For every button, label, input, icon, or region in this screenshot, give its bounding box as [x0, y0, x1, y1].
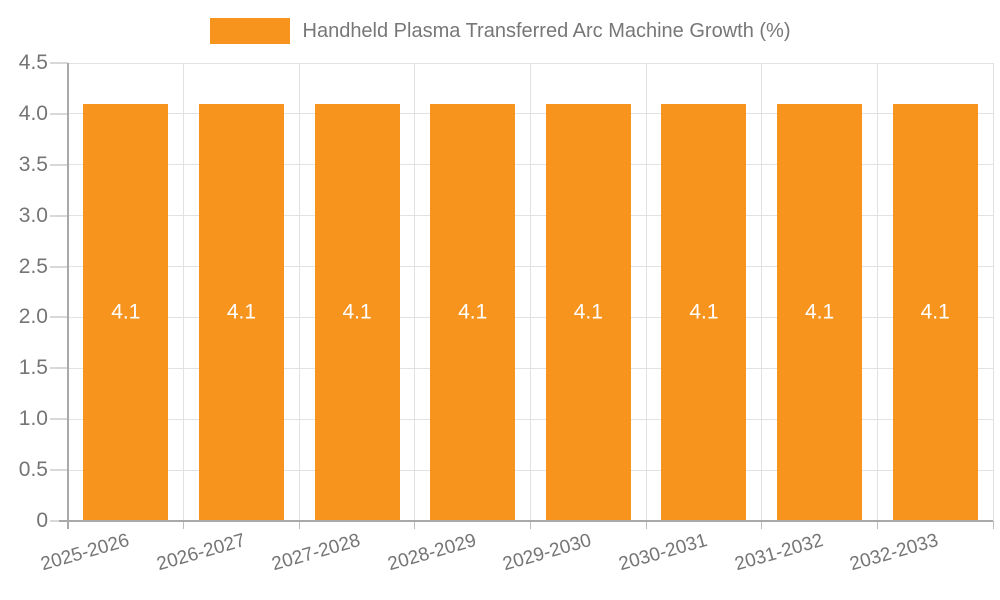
x-tick-label: 2029-2030	[500, 530, 595, 576]
y-axis-tick	[50, 214, 68, 217]
bar-value-label: 4.1	[342, 300, 372, 324]
bar: 4.1	[661, 103, 747, 521]
y-axis-tick	[50, 316, 68, 319]
y-tick-label: 1.5	[18, 356, 48, 380]
y-axis-tick	[50, 163, 68, 166]
x-tick-label: 2026-2027	[154, 530, 248, 576]
x-axis-tick	[761, 521, 763, 529]
x-axis-labels: 2025-2026 2026-2027 2027-2028 2028-2029 2029…	[38, 521, 993, 600]
plot-area: 4.1 4.1 4.1 4.1 4.1 4.1 4.1 4.1	[50, 62, 994, 529]
x-axis-tick	[992, 521, 994, 529]
y-axis-tick	[50, 367, 68, 370]
x-tick-label: 2025-2026	[38, 530, 132, 576]
x-tick-label: 2028-2029	[385, 530, 479, 576]
legend-swatch	[209, 18, 290, 44]
vertical-gridline	[761, 63, 763, 521]
vertical-gridline	[298, 63, 300, 521]
bar-value-label: 4.1	[226, 300, 257, 324]
x-tick-label: 2032-2033	[847, 530, 941, 576]
bar-value-label: 4.1	[804, 300, 835, 324]
x-axis-tick	[530, 521, 531, 529]
y-tick-label: 4.0	[18, 101, 48, 125]
bar: 4.1	[892, 103, 978, 521]
bar: 4.1	[314, 103, 400, 521]
chart-legend: Handheld Plasma Transferred Arc Machine …	[0, 18, 1000, 44]
y-tick-label: 3.5	[18, 152, 48, 176]
y-axis-line	[67, 63, 69, 529]
legend-label: Handheld Plasma Transferred Arc Machine …	[302, 19, 791, 42]
vertical-gridline	[992, 63, 994, 521]
y-tick-label: 2.5	[18, 254, 48, 278]
x-tick-label: 2031-2032	[732, 530, 826, 576]
y-tick-label: 0.5	[18, 458, 48, 482]
bar: 4.1	[83, 103, 169, 521]
bar: 4.1	[545, 103, 631, 521]
y-axis-tick	[50, 265, 68, 268]
bar-value-label: 4.1	[111, 300, 141, 324]
vertical-gridline	[876, 63, 878, 521]
y-tick-label: 0	[36, 509, 48, 532]
vertical-gridline	[530, 63, 531, 521]
bar-value-label: 4.1	[458, 300, 488, 324]
bar-value-label: 4.1	[920, 300, 950, 324]
y-tick-label: 2.0	[18, 305, 48, 329]
x-axis-tick	[645, 521, 647, 529]
y-tick-label: 1.0	[18, 407, 48, 431]
x-axis-line	[59, 520, 993, 522]
bar: 4.1	[777, 103, 863, 521]
x-axis-tick	[414, 521, 416, 529]
x-axis-tick	[183, 521, 185, 529]
vertical-gridline	[414, 63, 416, 521]
bar: 4.1	[198, 103, 284, 521]
vertical-gridline	[183, 63, 185, 521]
y-axis-tick	[50, 418, 68, 421]
bar-value-label: 4.1	[573, 300, 603, 324]
x-tick-label: 2027-2028	[269, 530, 363, 576]
bar-value-label: 4.1	[689, 300, 719, 324]
y-axis-tick	[50, 112, 68, 115]
y-axis-tick	[50, 62, 68, 64]
y-axis-tick	[50, 469, 68, 472]
y-axis-labels: 0 0.5 1.0 1.5 2.0 2.5 3.0 3.5 4.0 4.5	[0, 52, 48, 532]
x-tick-label: 2030-2031	[616, 530, 710, 576]
y-tick-label: 3.0	[18, 203, 48, 227]
x-axis-tick	[298, 521, 300, 529]
vertical-gridline	[645, 63, 647, 521]
y-tick-label: 4.5	[18, 51, 48, 74]
x-axis-tick	[876, 521, 878, 529]
bar: 4.1	[430, 103, 516, 521]
